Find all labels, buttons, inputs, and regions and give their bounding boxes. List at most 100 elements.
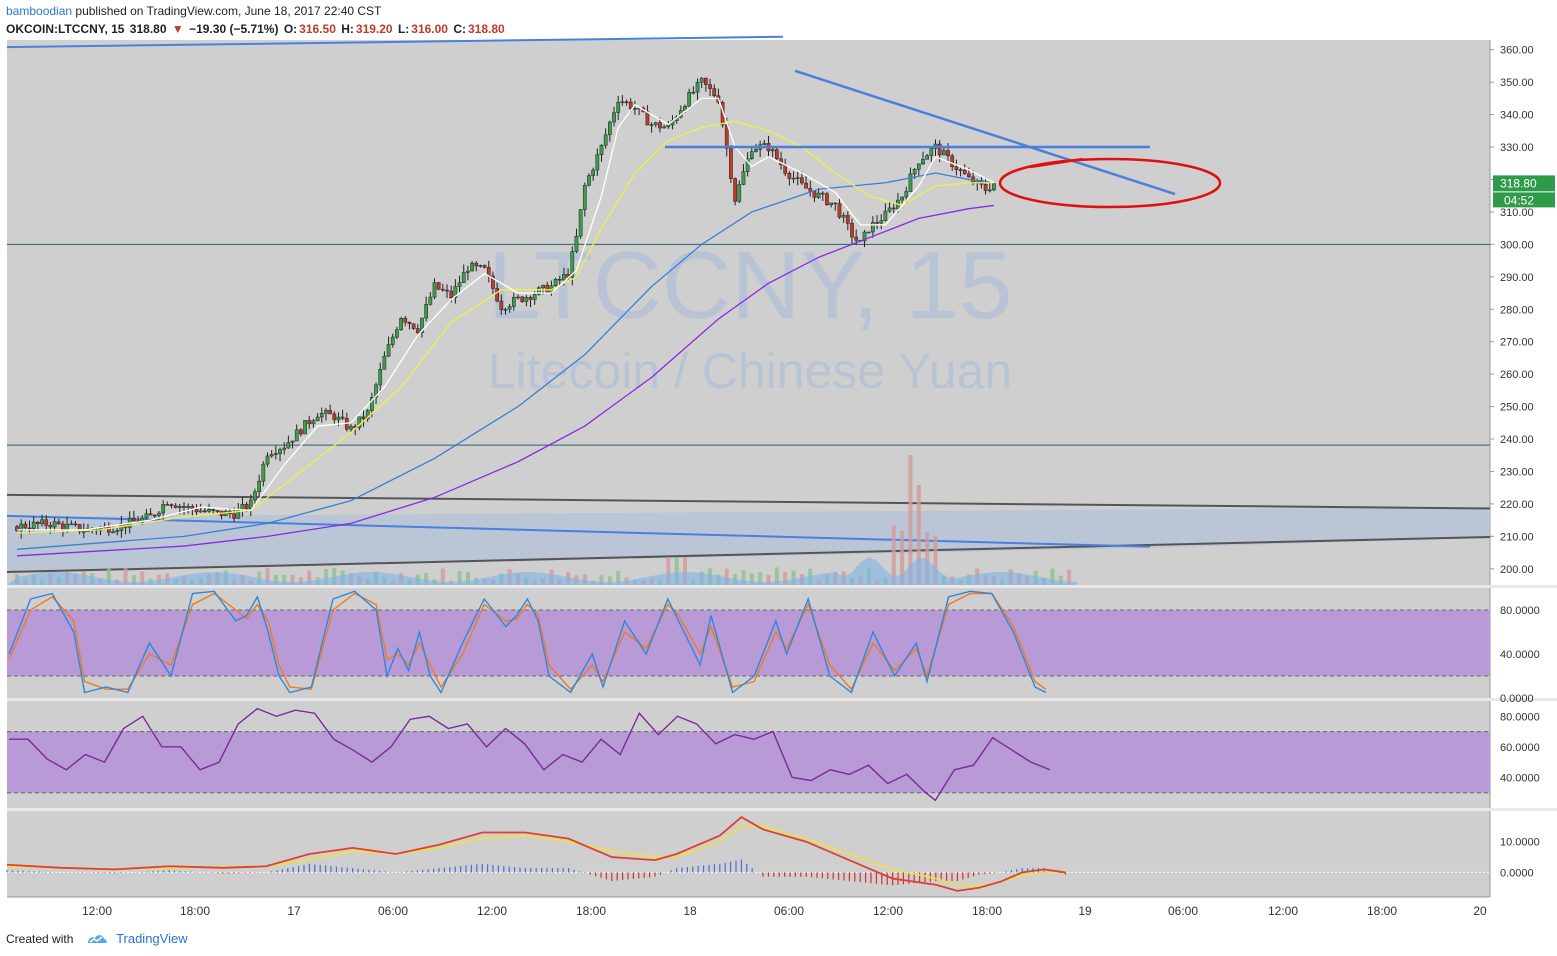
volume-bar [933, 535, 938, 585]
candle-body [900, 196, 904, 201]
candle-body [315, 416, 320, 422]
candle-body [553, 278, 558, 287]
candle-body [274, 453, 278, 455]
volume-bar [582, 574, 587, 585]
candle-body [820, 192, 825, 195]
candle-body [562, 274, 566, 281]
stoch-tick-label: 40.0000 [1500, 649, 1540, 661]
panel-separator [7, 698, 1557, 701]
candle-body [499, 300, 504, 310]
candle-body [495, 288, 499, 302]
countdown-badge [1493, 192, 1555, 208]
open-label: O: [283, 22, 298, 36]
candle-body [278, 449, 282, 454]
candle-body [169, 504, 174, 506]
lower-channel-line [6, 535, 1491, 574]
tradingview-logo-icon[interactable] [85, 931, 109, 948]
candle-body [653, 122, 658, 125]
candle-body [15, 526, 19, 531]
candle-body [871, 222, 875, 233]
volume-bar [156, 574, 161, 585]
candle-body [52, 521, 57, 528]
candle-body [361, 416, 366, 420]
candle-body [570, 251, 575, 278]
candle-body [132, 517, 136, 522]
candle-body [891, 207, 896, 210]
candle-body [666, 124, 671, 128]
volume-bar [749, 573, 754, 585]
candle-body [545, 284, 550, 293]
y-tick-label: 340.00 [1500, 110, 1534, 122]
watermark-subtitle: Litecoin / Chinese Yuan [488, 343, 1012, 399]
candle-body [749, 151, 754, 160]
candle-body [470, 262, 474, 272]
candle-body [152, 514, 157, 517]
x-tick-label: 20 [1473, 904, 1487, 918]
candle-body [441, 288, 445, 291]
candle-body [942, 150, 946, 156]
candle-body [140, 517, 145, 523]
price-change: −19.30 (−5.71%) [189, 22, 279, 36]
symbol-label[interactable]: OKCOIN:LTCCNY, 15 [6, 22, 125, 36]
rsi-tick-label: 80.0000 [1500, 711, 1540, 723]
candle-body [925, 155, 929, 160]
candle-body [724, 124, 729, 149]
candle-body [44, 519, 49, 526]
candle-body [474, 262, 479, 267]
tradingview-brand[interactable]: TradingView [116, 931, 188, 946]
candle-body [929, 148, 934, 156]
volume-bar [783, 571, 788, 585]
candle-body [695, 82, 700, 93]
volume-bar [282, 574, 287, 585]
candle-body [27, 527, 32, 530]
candle-body [324, 410, 328, 414]
candle-body [449, 290, 454, 298]
last-price: 318.80 [129, 22, 167, 36]
volume-bar [900, 531, 905, 585]
candle-body [115, 530, 120, 533]
candle-body [299, 429, 303, 435]
candle-body [365, 410, 370, 420]
candle-body [699, 77, 704, 83]
x-tick-label: 06:00 [1168, 904, 1198, 918]
annotation-ellipse [998, 157, 1222, 209]
ma-purple-line [16, 204, 995, 557]
x-axis [7, 897, 1490, 919]
candle-body [532, 294, 537, 300]
candle-body [866, 231, 871, 234]
candle-body [336, 416, 341, 421]
candle-body [282, 447, 287, 450]
candle-body [787, 173, 792, 179]
candle-body [466, 270, 470, 273]
candle-body [541, 284, 545, 289]
candle-body [374, 384, 378, 398]
author-name[interactable]: bamboodian [6, 4, 73, 18]
volume-bar [465, 571, 470, 585]
candle-body [812, 190, 817, 198]
close-value: 318.80 [467, 22, 505, 36]
stoch-k-line [8, 590, 1047, 694]
candle-body [207, 509, 211, 512]
x-tick-label: 18:00 [576, 904, 606, 918]
y-tick-label: 230.00 [1500, 466, 1534, 478]
candle-body [658, 122, 662, 129]
macd-line [6, 816, 1066, 892]
candle-body [399, 317, 403, 330]
volume-bar [1058, 575, 1063, 585]
stoch-tick-label: 80.0000 [1500, 605, 1540, 617]
candle-body [762, 143, 767, 146]
candle-body [211, 509, 216, 511]
x-tick-label: 19 [1078, 904, 1092, 918]
candle-body [850, 223, 854, 238]
candle-body [628, 101, 633, 110]
candle-body [77, 524, 82, 532]
footer: Created with TradingView [6, 931, 188, 948]
volume-bar [666, 557, 671, 585]
x-tick-label: 12:00 [82, 904, 112, 918]
y-tick-label: 220.00 [1500, 499, 1534, 511]
candle-body [265, 455, 270, 465]
candle-body [587, 175, 591, 186]
x-tick-label: 18:00 [180, 904, 210, 918]
candle-body [144, 513, 149, 519]
